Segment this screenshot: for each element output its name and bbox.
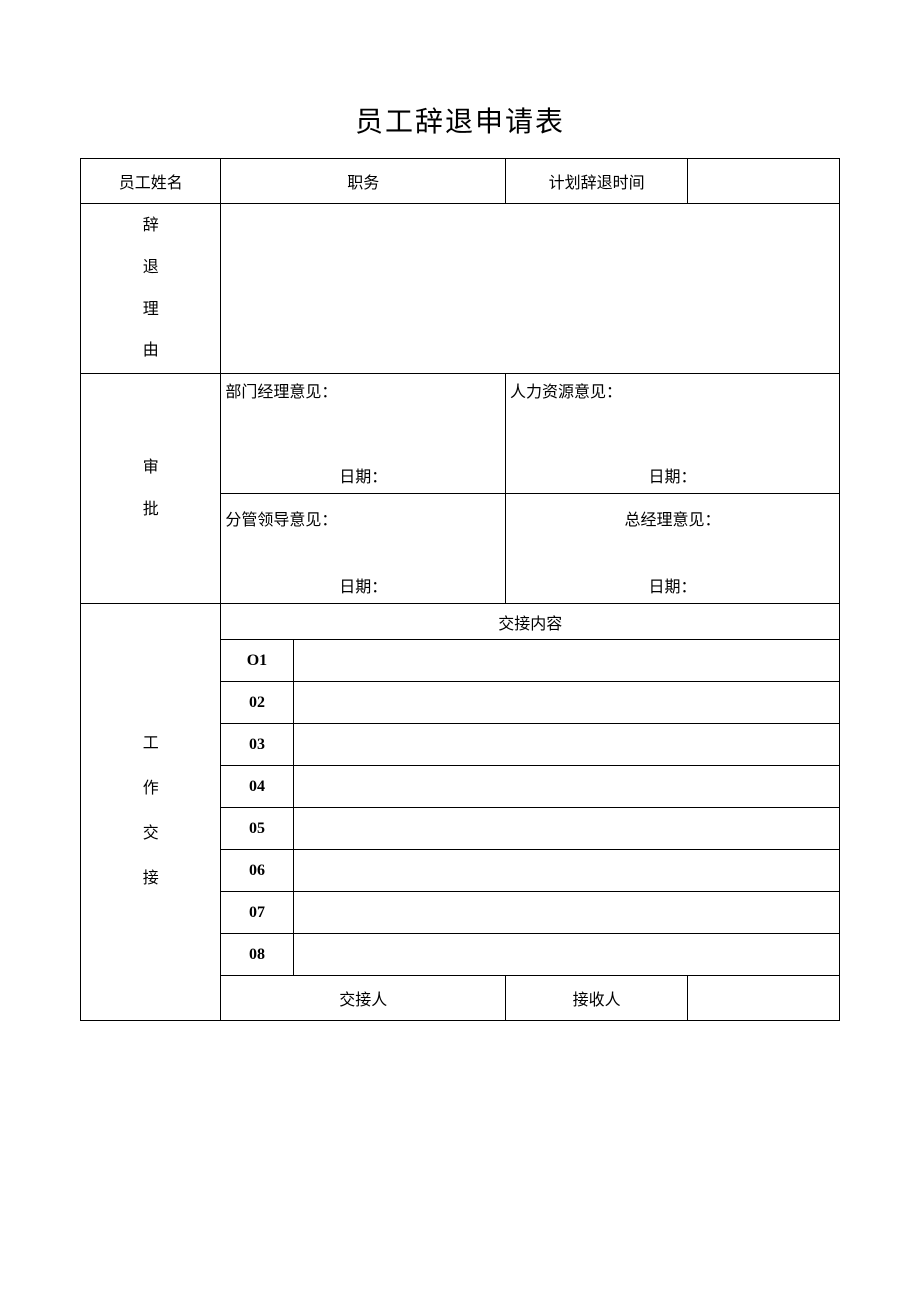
handover-char-4: 接 xyxy=(81,857,220,902)
handover-item-num-6: 06 xyxy=(221,850,293,892)
handover-item-num-3: 03 xyxy=(221,724,293,766)
handover-item-content-4[interactable] xyxy=(293,766,840,808)
handover-item-content-2[interactable] xyxy=(293,682,840,724)
form-title: 员工辞退申请表 xyxy=(80,100,840,140)
handover-label: 工 作 交 接 xyxy=(81,604,221,1021)
handover-item-num-7: 07 xyxy=(221,892,293,934)
approval-char-2: 批 xyxy=(81,489,220,531)
reason-content[interactable] xyxy=(221,204,840,374)
gm-opinion-label: 总经理意见： xyxy=(506,506,839,530)
receiver-value[interactable] xyxy=(688,976,840,1021)
handover-char-3: 交 xyxy=(81,812,220,857)
hr-opinion-cell[interactable]: 人力资源意见： 日期： xyxy=(506,374,840,494)
plan-time-label: 计划辞退时间 xyxy=(506,159,688,204)
supervisor-opinion-label: 分管领导意见： xyxy=(225,506,337,530)
dismissal-form-table: 员工姓名 职务 计划辞退时间 辞 退 理 由 审 批 部门经理意见： 日期： 人… xyxy=(80,158,840,1021)
handover-content-header: 交接内容 xyxy=(221,604,840,640)
approval-char-1: 审 xyxy=(81,447,220,489)
reason-char-2: 退 xyxy=(81,247,220,289)
handover-item-content-6[interactable] xyxy=(293,850,840,892)
hr-date-label: 日期： xyxy=(506,463,839,487)
handover-item-num-8: 08 xyxy=(221,934,293,976)
hr-opinion-label: 人力资源意见： xyxy=(510,378,622,402)
handover-char-2: 作 xyxy=(81,767,220,812)
approval-label: 审 批 xyxy=(81,374,221,604)
handover-item-num-1: O1 xyxy=(221,640,293,682)
handover-person-label: 交接人 xyxy=(221,976,506,1021)
handover-item-content-8[interactable] xyxy=(293,934,840,976)
employee-name-label: 员工姓名 xyxy=(81,159,221,204)
handover-item-content-1[interactable] xyxy=(293,640,840,682)
handover-char-1: 工 xyxy=(81,722,220,767)
gm-date-label: 日期： xyxy=(506,573,839,597)
dept-manager-opinion-cell[interactable]: 部门经理意见： 日期： xyxy=(221,374,506,494)
handover-item-num-5: 05 xyxy=(221,808,293,850)
dept-manager-opinion-label: 部门经理意见： xyxy=(225,378,337,402)
receiver-label: 接收人 xyxy=(506,976,688,1021)
reason-label: 辞 退 理 由 xyxy=(81,204,221,374)
plan-time-value[interactable] xyxy=(688,159,840,204)
handover-item-content-5[interactable] xyxy=(293,808,840,850)
handover-item-content-7[interactable] xyxy=(293,892,840,934)
reason-char-4: 由 xyxy=(81,330,220,372)
handover-item-num-4: 04 xyxy=(221,766,293,808)
handover-item-content-3[interactable] xyxy=(293,724,840,766)
gm-opinion-cell[interactable]: 总经理意见： 日期： xyxy=(506,494,840,604)
reason-char-3: 理 xyxy=(81,289,220,331)
supervisor-opinion-cell[interactable]: 分管领导意见： 日期： xyxy=(221,494,506,604)
handover-item-num-2: 02 xyxy=(221,682,293,724)
dept-manager-date-label: 日期： xyxy=(221,463,505,487)
position-label: 职务 xyxy=(221,159,506,204)
reason-char-1: 辞 xyxy=(81,205,220,247)
supervisor-date-label: 日期： xyxy=(221,573,505,597)
